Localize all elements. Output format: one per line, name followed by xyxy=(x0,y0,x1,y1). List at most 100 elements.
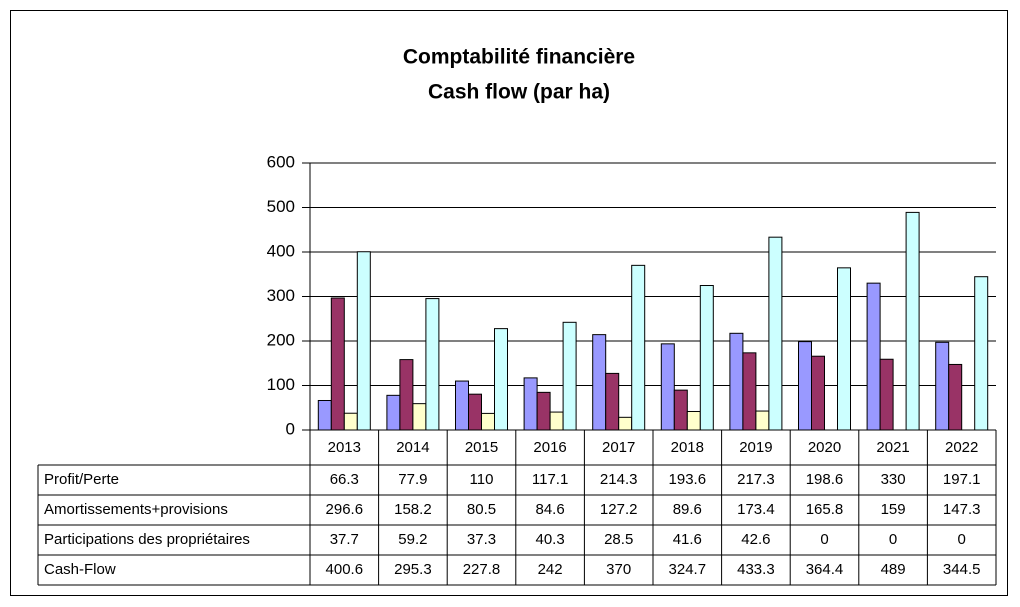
bar xyxy=(631,264,646,431)
table-cell: 370 xyxy=(606,561,631,578)
bar xyxy=(592,334,607,431)
table-cell: 489 xyxy=(881,561,906,578)
table-cell: 165.8 xyxy=(806,501,844,518)
table-cell: 77.9 xyxy=(398,471,427,488)
table-cell: 433.3 xyxy=(737,561,775,578)
x-tick-label: 2015 xyxy=(465,439,498,456)
table-cell: 193.6 xyxy=(669,471,707,488)
bar xyxy=(905,211,920,431)
bar xyxy=(549,411,564,431)
table-cell: 364.4 xyxy=(806,561,844,578)
table-cell: 296.6 xyxy=(326,501,364,518)
table-cell: 330 xyxy=(881,471,906,488)
table-cell: 40.3 xyxy=(535,531,564,548)
bar xyxy=(729,332,744,431)
table-cell: 214.3 xyxy=(600,471,638,488)
bar xyxy=(343,412,358,431)
table-cell: 84.6 xyxy=(535,501,564,518)
x-tick-label: 2017 xyxy=(602,439,635,456)
bar xyxy=(562,321,577,431)
legend-label: Cash-Flow xyxy=(44,561,116,578)
bar xyxy=(481,412,495,431)
bar xyxy=(536,391,551,431)
bar xyxy=(935,341,950,431)
bar xyxy=(974,276,989,431)
bar xyxy=(660,343,675,431)
bar xyxy=(425,298,440,431)
table-cell: 0 xyxy=(820,531,828,548)
bar xyxy=(798,341,812,431)
table-cell: 59.2 xyxy=(398,531,427,548)
table-cell: 159 xyxy=(881,501,906,518)
table-cell: 127.2 xyxy=(600,501,638,518)
x-tick-label: 2013 xyxy=(328,439,361,456)
bar xyxy=(386,394,401,431)
table-cell: 242 xyxy=(538,561,563,578)
table-cell: 41.6 xyxy=(673,531,702,548)
legend-label: Amortissements+provisions xyxy=(44,501,228,518)
y-tick-label: 500 xyxy=(267,197,295,216)
x-tick-label: 2019 xyxy=(739,439,772,456)
table-cell: 158.2 xyxy=(394,501,432,518)
table-cell: 295.3 xyxy=(394,561,432,578)
bar xyxy=(768,236,783,431)
y-tick-label: 0 xyxy=(286,419,295,438)
chart-title: Comptabilité financière xyxy=(403,46,635,69)
bar xyxy=(618,416,633,431)
bar xyxy=(948,363,963,431)
bar xyxy=(866,282,881,431)
y-tick-label: 100 xyxy=(267,375,295,394)
bar xyxy=(317,399,332,431)
bar xyxy=(356,251,371,431)
legend-label: Profit/Perte xyxy=(44,471,119,488)
bar xyxy=(468,393,482,431)
table-cell: 0 xyxy=(958,531,966,548)
x-tick-label: 2016 xyxy=(533,439,566,456)
bar xyxy=(399,359,414,431)
x-tick-label: 2022 xyxy=(945,439,978,456)
table-cell: 0 xyxy=(889,531,897,548)
x-tick-label: 2020 xyxy=(808,439,841,456)
table-cell: 173.4 xyxy=(737,501,775,518)
bar xyxy=(686,410,701,431)
y-tick-label: 400 xyxy=(267,241,295,260)
legend-label: Participations des propriétaires xyxy=(44,531,250,548)
bar xyxy=(673,389,688,431)
bar xyxy=(605,372,620,431)
bar xyxy=(837,267,851,431)
y-tick-label: 600 xyxy=(267,152,295,171)
table-cell: 80.5 xyxy=(467,501,496,518)
table-cell: 217.3 xyxy=(737,471,775,488)
table-cell: 42.6 xyxy=(741,531,770,548)
chart-subtitle: Cash flow (par ha) xyxy=(428,81,610,104)
bar xyxy=(755,410,770,431)
y-tick-label: 200 xyxy=(267,330,295,349)
table-cell: 28.5 xyxy=(604,531,633,548)
table-cell: 198.6 xyxy=(806,471,844,488)
table-cell: 66.3 xyxy=(330,471,359,488)
bar xyxy=(811,355,825,431)
bar xyxy=(742,352,757,431)
table-cell: 89.6 xyxy=(673,501,702,518)
bar xyxy=(523,377,538,431)
table-cell: 37.7 xyxy=(330,531,359,548)
table-cell: 227.8 xyxy=(463,561,501,578)
table-cell: 400.6 xyxy=(326,561,364,578)
table-cell: 110 xyxy=(470,471,494,488)
bar xyxy=(455,380,469,431)
bar xyxy=(412,403,427,431)
table-cell: 117.1 xyxy=(532,471,568,488)
bar xyxy=(879,358,894,431)
table-cell: 37.3 xyxy=(467,531,496,548)
bar xyxy=(330,297,345,431)
table-cell: 197.1 xyxy=(943,471,981,488)
bar xyxy=(699,285,714,431)
x-tick-label: 2021 xyxy=(876,439,909,456)
table-cell: 324.7 xyxy=(669,561,707,578)
y-tick-label: 300 xyxy=(267,286,295,305)
table-cell: 344.5 xyxy=(943,561,981,578)
bar xyxy=(494,328,508,431)
x-tick-label: 2018 xyxy=(671,439,704,456)
table-cell: 147.3 xyxy=(943,501,981,518)
x-tick-label: 2014 xyxy=(396,439,429,456)
